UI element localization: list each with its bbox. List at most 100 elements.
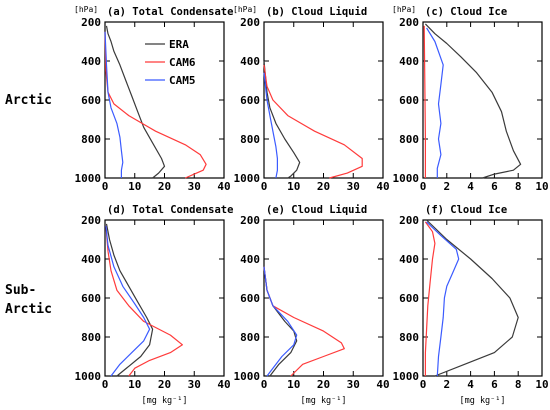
series-line-era xyxy=(263,60,301,179)
series-line-cam5 xyxy=(104,31,124,178)
y-unit-label: [hPa] xyxy=(392,5,416,14)
x-tick-label: 0 xyxy=(420,180,427,193)
legend-label: CAM6 xyxy=(169,56,196,69)
x-tick-label: 20 xyxy=(158,378,171,391)
y-tick-label: 400 xyxy=(81,55,101,68)
y-tick-label: 800 xyxy=(399,133,419,146)
x-tick-label: 8 xyxy=(515,180,522,193)
x-tick-label: 0 xyxy=(420,378,427,391)
x-tick-label: 20 xyxy=(158,180,171,193)
series-line-era xyxy=(105,25,166,179)
x-tick-label: 10 xyxy=(128,180,141,193)
x-tick-label: 30 xyxy=(347,378,360,391)
y-tick-label: 200 xyxy=(399,16,419,29)
series-line-cam6 xyxy=(424,221,436,376)
y-unit-label: [hPa] xyxy=(233,5,257,14)
plot-frame xyxy=(263,21,384,179)
series-line-cam6 xyxy=(105,225,183,377)
x-tick-label: 6 xyxy=(491,378,498,391)
y-tick-label: 1000 xyxy=(75,370,102,383)
x-tick-label: 0 xyxy=(102,180,109,193)
x-tick-label: 40 xyxy=(376,378,389,391)
series-line-cam6 xyxy=(263,266,345,377)
legend-label: ERA xyxy=(169,38,189,51)
y-tick-label: 600 xyxy=(399,292,419,305)
y-tick-label: 1000 xyxy=(234,370,261,383)
series-line-cam6 xyxy=(423,25,426,178)
x-tick-label: 2 xyxy=(443,378,450,391)
x-tick-label: 10 xyxy=(535,180,548,193)
plot-frame xyxy=(263,219,384,377)
y-tick-label: 200 xyxy=(240,16,260,29)
x-tick-label: 4 xyxy=(467,378,474,391)
panel-title: (f) Cloud Ice xyxy=(425,204,507,216)
y-tick-label: 200 xyxy=(240,214,260,227)
y-tick-label: 600 xyxy=(240,94,260,107)
y-tick-label: 400 xyxy=(81,253,101,266)
y-tick-label: 800 xyxy=(240,133,260,146)
panel-title: (d) Total Condensate xyxy=(107,204,233,216)
panel-title: (a) Total Condensate xyxy=(107,6,233,18)
x-tick-label: 30 xyxy=(347,180,360,193)
y-tick-label: 1000 xyxy=(75,172,102,185)
y-tick-label: 600 xyxy=(240,292,260,305)
x-tick-label: 4 xyxy=(467,180,474,193)
y-tick-label: 400 xyxy=(240,253,260,266)
plot-frame xyxy=(104,21,225,179)
x-tick-label: 30 xyxy=(188,378,201,391)
series-line-cam5 xyxy=(263,266,298,377)
x-tick-label: 10 xyxy=(287,378,300,391)
y-tick-label: 1000 xyxy=(234,172,261,185)
series-line-era xyxy=(424,23,522,179)
panel-title: (e) Cloud Liquid xyxy=(266,204,367,216)
y-tick-label: 1000 xyxy=(393,370,420,383)
panel-title: (b) Cloud Liquid xyxy=(266,6,367,18)
y-tick-label: 800 xyxy=(81,133,101,146)
y-unit-label: [hPa] xyxy=(74,5,98,14)
y-tick-label: 1000 xyxy=(393,172,420,185)
x-tick-label: 6 xyxy=(491,180,498,193)
x-tick-label: 30 xyxy=(188,180,201,193)
y-tick-label: 200 xyxy=(81,16,101,29)
series-line-cam5 xyxy=(426,27,444,178)
y-tick-label: 600 xyxy=(81,292,101,305)
x-axis-label: [mg kg⁻¹] xyxy=(300,396,346,406)
series-line-era xyxy=(105,223,154,377)
series-line-cam5 xyxy=(105,225,151,377)
y-tick-label: 200 xyxy=(399,214,419,227)
x-tick-label: 10 xyxy=(535,378,548,391)
x-tick-label: 20 xyxy=(317,378,330,391)
legend-label: CAM5 xyxy=(169,74,196,87)
x-tick-label: 2 xyxy=(443,180,450,193)
x-tick-label: 8 xyxy=(515,378,522,391)
x-tick-label: 0 xyxy=(261,378,268,391)
x-tick-label: 40 xyxy=(217,180,230,193)
series-line-cam6 xyxy=(104,31,207,179)
x-tick-label: 20 xyxy=(317,180,330,193)
panel-title: (c) Cloud Ice xyxy=(425,6,507,18)
y-tick-label: 800 xyxy=(81,331,101,344)
row-label: Arctic xyxy=(5,93,52,108)
x-tick-label: 40 xyxy=(217,378,230,391)
series-line-era xyxy=(263,266,298,377)
y-tick-label: 200 xyxy=(81,214,101,227)
series-line-cam6 xyxy=(263,64,363,179)
x-tick-label: 10 xyxy=(287,180,300,193)
x-axis-label: [mg kg⁻¹] xyxy=(459,396,505,406)
row-label: Arctic xyxy=(5,302,52,317)
series-line-cam5 xyxy=(263,72,278,179)
y-tick-label: 600 xyxy=(81,94,101,107)
plot-frame xyxy=(422,219,543,377)
y-tick-label: 400 xyxy=(399,55,419,68)
series-line-cam5 xyxy=(426,221,460,377)
y-tick-label: 800 xyxy=(399,331,419,344)
x-tick-label: 0 xyxy=(261,180,268,193)
row-label: Sub- xyxy=(5,283,36,298)
x-axis-label: [mg kg⁻¹] xyxy=(141,396,187,406)
series-line-era xyxy=(426,219,519,377)
x-tick-label: 40 xyxy=(376,180,389,193)
y-tick-label: 400 xyxy=(399,253,419,266)
x-tick-label: 0 xyxy=(102,378,109,391)
y-tick-label: 400 xyxy=(240,55,260,68)
